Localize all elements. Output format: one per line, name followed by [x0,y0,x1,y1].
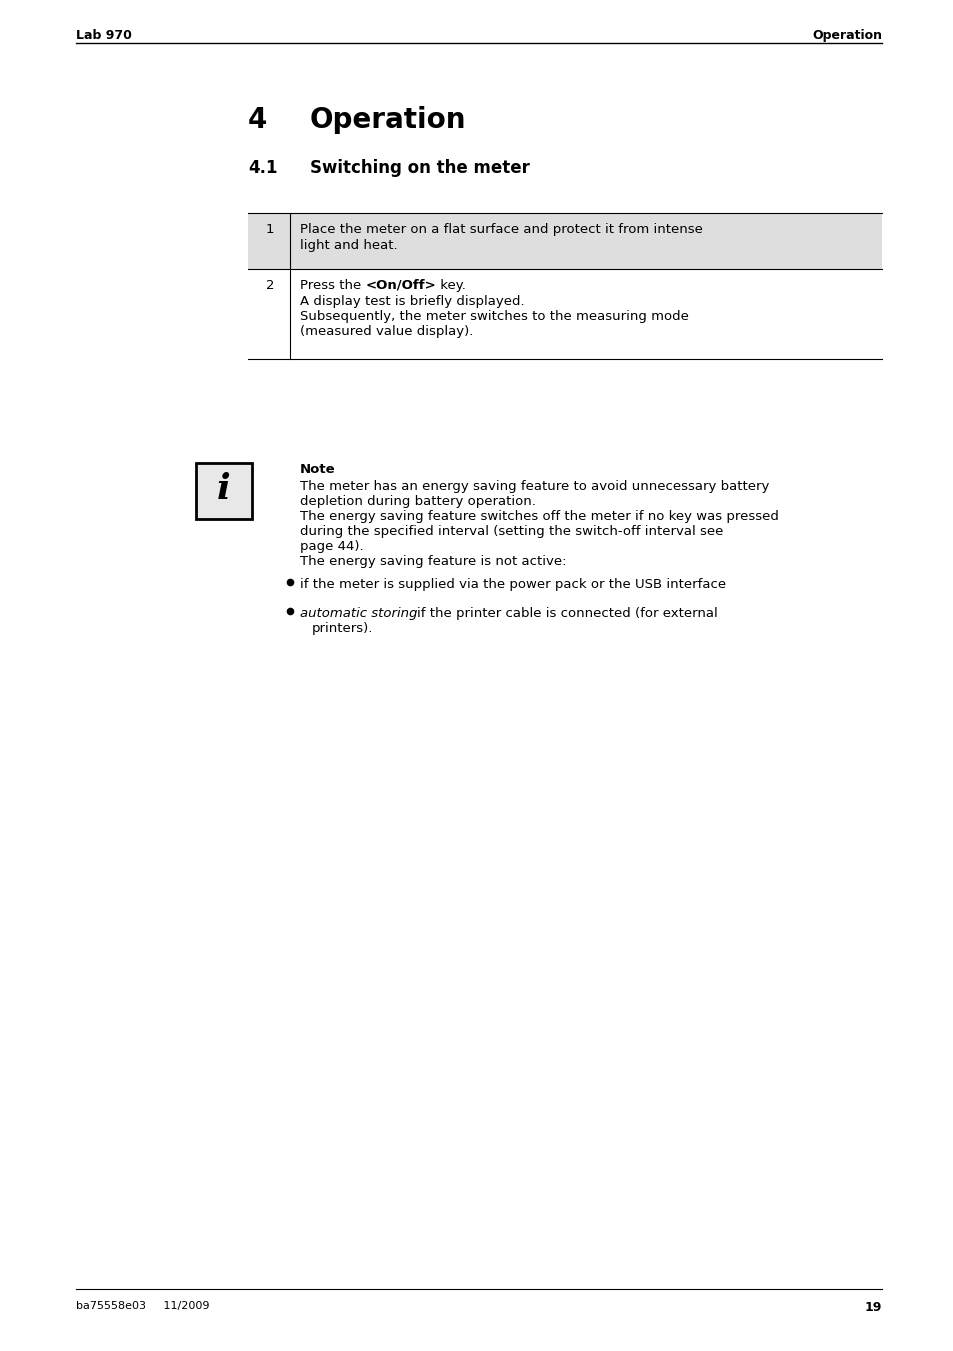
Text: 1: 1 [266,223,274,236]
Text: 2: 2 [266,280,274,292]
Text: printers).: printers). [312,621,373,635]
Text: if the printer cable is connected (for external: if the printer cable is connected (for e… [416,607,718,620]
Text: Note: Note [299,463,335,476]
Text: 4.1: 4.1 [248,159,277,177]
Text: Place the meter on a flat surface and protect it from intense: Place the meter on a flat surface and pr… [299,223,702,236]
Text: Press the: Press the [299,280,365,292]
Text: depletion during battery operation.: depletion during battery operation. [299,494,536,508]
Text: 19: 19 [863,1301,882,1315]
Text: The energy saving feature switches off the meter if no key was pressed: The energy saving feature switches off t… [299,509,778,523]
Bar [195,463,252,519]
Text: automatic storing: automatic storing [299,607,416,620]
Text: Subsequently, the meter switches to the measuring mode: Subsequently, the meter switches to the … [299,309,688,323]
Bar [248,213,882,269]
Text: ba75558e03     11/2009: ba75558e03 11/2009 [76,1301,210,1310]
Text: A display test is briefly displayed.: A display test is briefly displayed. [299,295,524,308]
Text: Lab 970: Lab 970 [76,28,132,42]
Text: light and heat.: light and heat. [299,239,397,251]
Text: <On/Off>: <On/Off> [365,280,436,292]
Text: Switching on the meter: Switching on the meter [310,159,529,177]
Text: 4: 4 [248,105,267,134]
Text: during the specified interval (setting the switch-off interval see: during the specified interval (setting t… [299,526,722,538]
Text: Operation: Operation [811,28,882,42]
Text: key.: key. [436,280,466,292]
Text: if the meter is supplied via the power pack or the USB interface: if the meter is supplied via the power p… [299,578,725,590]
Text: Operation: Operation [310,105,466,134]
Text: (measured value display).: (measured value display). [299,326,473,339]
Text: page 44).: page 44). [299,540,363,553]
Text: The meter has an energy saving feature to avoid unnecessary battery: The meter has an energy saving feature t… [299,480,768,493]
Text: i: i [217,471,231,507]
Text: The energy saving feature is not active:: The energy saving feature is not active: [299,555,566,567]
